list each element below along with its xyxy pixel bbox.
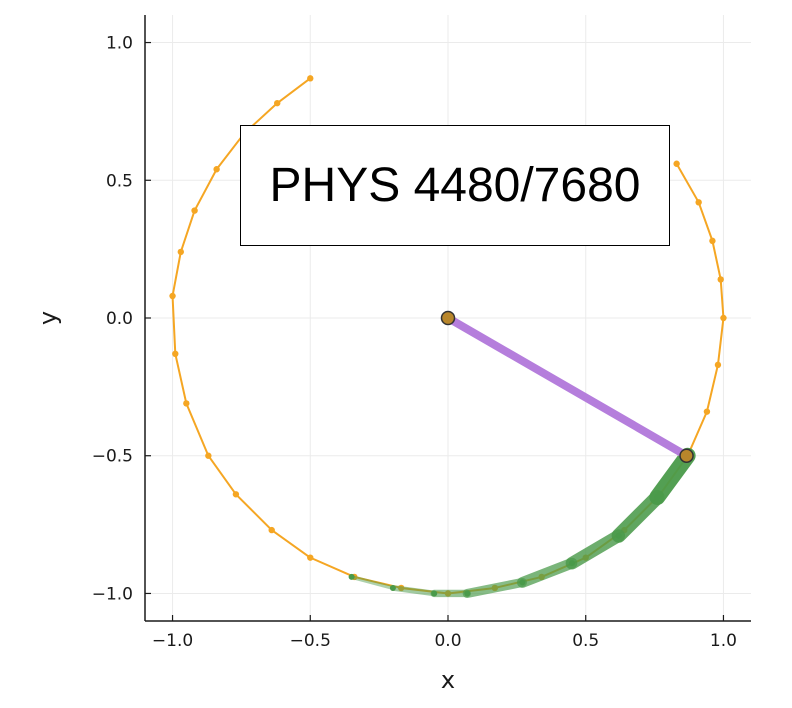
trajectory-point-3 [213, 166, 220, 173]
pendulum-bob [679, 448, 694, 463]
x-tick-label-1: −0.5 [290, 631, 331, 651]
trajectory-point-1 [274, 99, 281, 107]
trajectory-point-25 [717, 276, 724, 283]
y-tick-label-2: 0.0 [106, 309, 133, 329]
title-text: PHYS 4480/7680 [269, 159, 641, 212]
trail-segment-0 [349, 574, 395, 590]
trajectory-point-9 [205, 452, 212, 459]
x-tick-labels: −1.0 −0.5 0.0 0.5 1.0 [152, 615, 737, 651]
trail-point-3 [464, 590, 471, 597]
trajectory-point-0 [307, 75, 314, 82]
y-tick-label-3: 0.5 [106, 171, 133, 191]
trail-point-6 [615, 532, 622, 539]
pivot-point [440, 310, 456, 326]
trajectory-point-23 [714, 361, 722, 369]
trail-segment-1 [390, 585, 438, 597]
trail-segment-3 [462, 577, 527, 599]
trail-point-5 [568, 560, 575, 567]
trajectory-point-26 [709, 237, 716, 245]
pendulum-rod [444, 314, 691, 460]
x-tick-label-0: −1.0 [152, 631, 193, 651]
trajectory-point-12 [307, 554, 314, 561]
x-tick-label-3: 0.5 [572, 631, 599, 651]
trajectory-point-5 [177, 248, 185, 256]
trajectory-point-28 [673, 160, 680, 167]
trajectory-point-4 [191, 207, 198, 214]
trajectory-point-10 [232, 491, 240, 498]
plot-data [169, 75, 727, 599]
trajectory-point-22 [703, 408, 711, 415]
trail-point-2 [431, 590, 438, 597]
y-tick-label-1: −0.5 [92, 447, 133, 467]
y-axis-label: y [34, 311, 62, 325]
x-axis-label: x [441, 666, 455, 694]
trajectory-point-11 [268, 526, 275, 534]
trajectory-point-8 [183, 400, 190, 407]
trail-segment-7 [649, 447, 696, 506]
x-tick-label-4: 1.0 [710, 631, 737, 651]
trail-point-4 [519, 579, 526, 586]
x-tick-label-2: 0.0 [434, 631, 461, 651]
y-tick-label-0: −1.0 [92, 584, 133, 604]
trail-segment-4 [516, 557, 578, 588]
trajectory-point-27 [695, 199, 702, 206]
trail-segment-6 [611, 489, 665, 543]
trail-point-0 [348, 573, 355, 580]
trajectory-point-6 [169, 292, 176, 300]
trajectory-point-7 [172, 350, 179, 358]
trail-segment-5 [565, 529, 626, 570]
trajectory-point-24 [720, 314, 727, 322]
y-tick-label-4: 1.0 [106, 34, 133, 54]
y-tick-labels: −1.0 −0.5 0.0 0.5 1.0 [92, 34, 151, 604]
title-box: PHYS 4480/7680 [240, 125, 670, 246]
trail-point-7 [654, 494, 661, 501]
trail-point-1 [389, 584, 396, 591]
